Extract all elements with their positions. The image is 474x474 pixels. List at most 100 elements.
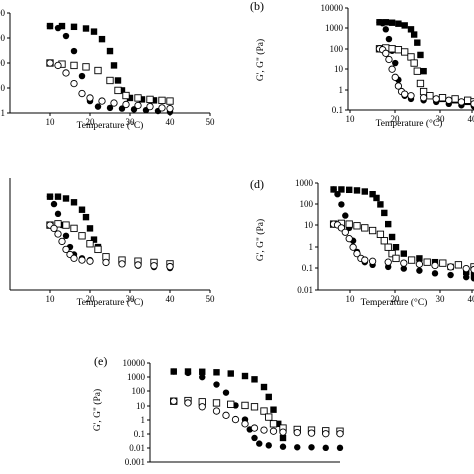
x-axis-label: Temperature (°C)	[77, 120, 144, 131]
data-point	[251, 434, 258, 442]
data-point	[445, 96, 453, 104]
data-point	[463, 273, 470, 281]
x-tick-label: 30	[126, 117, 136, 127]
data-point	[227, 400, 235, 408]
data-point	[184, 369, 192, 377]
x-tick-label: 50	[206, 294, 216, 304]
data-point	[241, 420, 249, 428]
data-point	[269, 420, 278, 428]
data-point	[346, 186, 353, 194]
data-point	[410, 59, 418, 67]
data-point	[134, 94, 142, 102]
data-point	[86, 94, 94, 102]
data-point	[102, 258, 110, 267]
data-point	[146, 102, 154, 111]
data-point	[407, 256, 416, 264]
data-point	[394, 82, 403, 90]
data-point	[146, 95, 154, 104]
y-tick-label: 0.001	[125, 457, 145, 467]
data-point	[407, 92, 415, 100]
data-point	[341, 228, 349, 236]
data-point	[260, 383, 268, 391]
data-point	[90, 236, 98, 243]
data-point	[376, 230, 385, 238]
series-open_circle	[375, 45, 474, 108]
series-open_square	[46, 220, 174, 268]
data-point	[342, 212, 349, 219]
data-point	[423, 258, 431, 266]
x-tick-label: 40	[468, 294, 474, 304]
data-point	[86, 257, 94, 265]
data-point	[275, 420, 282, 428]
data-point	[353, 249, 361, 258]
data-point	[251, 376, 258, 383]
y-tick-label: 100	[132, 386, 146, 396]
y-axis-label: G', G" (Pa)	[92, 389, 103, 431]
data-point	[414, 39, 421, 46]
data-point	[199, 373, 206, 381]
data-point	[431, 261, 439, 270]
data-point	[269, 427, 278, 435]
data-point	[114, 77, 122, 84]
y-tick-label: 10000	[123, 358, 146, 368]
data-point	[158, 96, 166, 105]
data-point	[184, 399, 192, 407]
data-point	[260, 426, 268, 434]
data-point	[265, 442, 272, 449]
data-point	[82, 213, 90, 221]
data-point	[54, 61, 62, 70]
x-tick-label: 40	[468, 114, 474, 124]
data-point	[382, 26, 389, 33]
data-point	[126, 94, 134, 102]
data-point	[420, 67, 427, 75]
y-tick-label: 0.01	[129, 443, 145, 453]
data-point	[447, 271, 454, 279]
x-tick-label: 20	[86, 117, 96, 127]
data-point	[353, 187, 361, 194]
data-point	[426, 92, 434, 100]
data-point	[166, 97, 174, 105]
data-point	[213, 381, 220, 388]
data-point	[336, 430, 344, 438]
data-point	[470, 275, 474, 282]
data-point	[401, 22, 408, 29]
y-tick-label: 1	[309, 242, 314, 252]
data-point	[392, 244, 400, 251]
y-tick-label: 1000	[127, 372, 146, 382]
data-point	[279, 428, 287, 436]
y-tick-label: 100	[330, 44, 344, 54]
y-axis-label: G', G" (Pa)	[255, 219, 266, 261]
y-tick-label: 1000	[325, 23, 344, 33]
data-point	[250, 403, 259, 411]
data-point	[446, 263, 455, 271]
x-axis-label: Temperature (°C)	[77, 297, 144, 308]
data-point	[373, 194, 380, 202]
data-point	[410, 31, 418, 38]
data-point	[54, 193, 62, 200]
data-point	[170, 397, 178, 405]
data-point	[308, 444, 315, 451]
data-point	[198, 403, 206, 411]
data-point	[345, 235, 353, 243]
data-point	[369, 190, 376, 198]
data-point	[114, 86, 122, 95]
x-tick-label: 40	[166, 117, 176, 127]
data-point	[54, 24, 62, 32]
x-tick-label: 10	[46, 117, 56, 127]
data-point	[265, 413, 273, 421]
data-point	[462, 264, 470, 273]
data-point	[336, 444, 344, 452]
y-tick-label: 10	[136, 401, 146, 411]
data-point	[361, 188, 368, 195]
data-point	[385, 220, 392, 228]
data-point	[349, 243, 357, 251]
data-point	[106, 47, 114, 55]
x-tick-label: 50	[206, 117, 216, 127]
data-point	[400, 259, 408, 267]
data-point	[368, 257, 377, 265]
y-tick-label: 0.1	[332, 105, 343, 115]
x-axis-label: Temperature (°C)	[361, 297, 428, 308]
data-point	[118, 87, 126, 94]
data-point	[279, 443, 287, 450]
